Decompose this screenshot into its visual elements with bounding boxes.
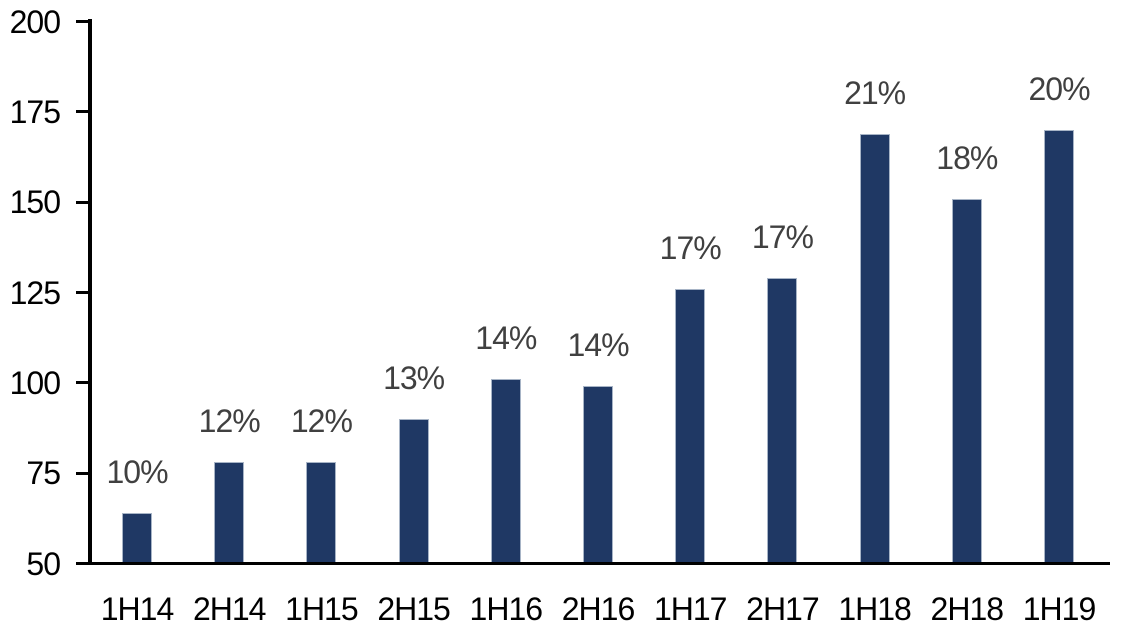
x-axis-line <box>76 562 1110 565</box>
bar-1h16 <box>490 379 521 562</box>
x-tick-label: 2H14 <box>192 591 267 627</box>
x-tick-label: 2H15 <box>377 591 451 627</box>
bar-2h18 <box>951 198 982 562</box>
bar-value-label: 14% <box>475 320 537 357</box>
y-axis-tick <box>76 471 89 475</box>
bar-1h14 <box>122 512 152 562</box>
bar-value-label: 17% <box>659 229 722 266</box>
y-axis-tick <box>76 381 89 385</box>
bar-value-label: 10% <box>106 453 168 490</box>
x-tick-label: 1H18 <box>838 591 912 627</box>
y-axis-line <box>88 19 92 565</box>
bar-value-label: 12% <box>198 403 261 440</box>
bar-1h15 <box>306 462 337 562</box>
bar-2h14 <box>214 462 245 562</box>
bar-2h15 <box>398 418 429 562</box>
y-axis-tick <box>76 110 89 114</box>
x-tick-label: 1H14 <box>100 591 175 627</box>
y-tick-label: 100 <box>9 364 61 401</box>
x-tick-label: 1H17 <box>653 591 728 627</box>
y-tick-label: 50 <box>26 545 61 582</box>
x-tick-label: 1H19 <box>1022 591 1097 627</box>
bar-value-label: 17% <box>751 219 814 256</box>
x-tick-label: 1H15 <box>285 591 359 627</box>
y-tick-label: 75 <box>26 455 61 492</box>
y-axis-tick <box>76 562 89 565</box>
y-axis-tick <box>76 200 89 204</box>
bar-1h19 <box>1044 129 1074 562</box>
x-tick-label: 2H17 <box>746 591 820 627</box>
bar-value-label: 12% <box>290 403 353 440</box>
bar-value-label: 18% <box>936 139 998 176</box>
bar-value-label: 21% <box>844 74 906 111</box>
y-axis-tick <box>76 20 89 23</box>
x-tick-label: 1H16 <box>469 591 544 627</box>
x-tick-label: 2H16 <box>561 591 636 627</box>
y-tick-label: 150 <box>9 184 61 221</box>
y-tick-label: 175 <box>9 93 61 130</box>
bar-value-label: 13% <box>383 359 445 396</box>
y-axis-tick <box>76 291 89 294</box>
bar-2h17 <box>767 278 798 562</box>
x-tick-label: 2H18 <box>930 591 1005 627</box>
y-tick-label: 125 <box>9 274 61 311</box>
bar-1h17 <box>675 288 706 562</box>
y-tick-label: 200 <box>9 3 61 40</box>
bar-1h18 <box>859 133 890 562</box>
bar-value-label: 14% <box>567 327 629 364</box>
bar-value-label: 20% <box>1028 70 1090 107</box>
bar-2h16 <box>583 386 613 562</box>
